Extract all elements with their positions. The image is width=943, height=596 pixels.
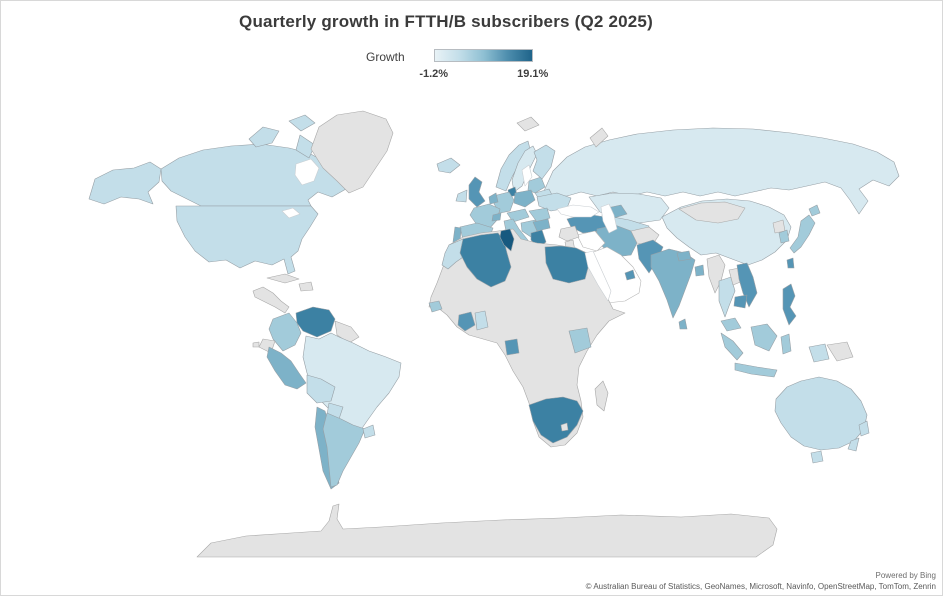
region-taiwan bbox=[786, 257, 795, 269]
region-ghana bbox=[474, 310, 489, 331]
region-ivory-coast bbox=[457, 311, 476, 332]
region-baltic-sea bbox=[521, 164, 533, 187]
legend-min-value: -1.2% bbox=[419, 68, 449, 80]
region-west-papua bbox=[808, 343, 830, 363]
region-ireland bbox=[455, 189, 468, 203]
region-argentina bbox=[322, 412, 366, 488]
region-hispaniola bbox=[298, 281, 314, 292]
region-sulawesi bbox=[780, 333, 792, 355]
region-romania bbox=[528, 207, 551, 223]
region-syria bbox=[558, 225, 580, 242]
region-madagascar bbox=[594, 380, 609, 412]
region-south-korea bbox=[778, 229, 790, 244]
region-hokkaido bbox=[808, 204, 821, 217]
region-novaya-zemlya bbox=[589, 127, 609, 148]
region-czech-austria bbox=[506, 208, 530, 223]
region-sri-lanka bbox=[678, 318, 688, 330]
region-colombia bbox=[268, 312, 302, 352]
region-benelux bbox=[488, 192, 499, 205]
region-malaysia bbox=[720, 317, 742, 332]
region-egypt bbox=[544, 245, 590, 284]
region-philippines bbox=[782, 283, 797, 326]
region-peru bbox=[266, 346, 307, 390]
region-arctic-island-4 bbox=[295, 134, 316, 159]
region-nz-north bbox=[858, 420, 870, 437]
region-algeria bbox=[459, 232, 512, 288]
region-papua-new-guinea bbox=[826, 341, 854, 362]
region-bolivia bbox=[306, 374, 336, 404]
region-baltics bbox=[527, 176, 546, 194]
region-usa bbox=[175, 205, 319, 275]
region-greenland bbox=[310, 110, 394, 194]
region-africa-nodata bbox=[428, 228, 626, 448]
region-java bbox=[734, 362, 778, 378]
region-galapagos bbox=[252, 341, 260, 348]
region-uruguay bbox=[362, 424, 376, 439]
legend: Growth -1.2% 19.1% bbox=[366, 49, 548, 80]
map-attribution: Powered by Bing © Australian Bureau of S… bbox=[586, 570, 936, 592]
region-bulgaria bbox=[532, 218, 551, 232]
region-gabon bbox=[504, 338, 520, 356]
region-arctic-island-1 bbox=[248, 126, 280, 148]
legend-label: Growth bbox=[366, 50, 405, 64]
region-south-africa bbox=[528, 396, 584, 444]
region-red-sea bbox=[584, 250, 612, 302]
region-guyanas bbox=[334, 320, 360, 344]
region-mongolia bbox=[678, 201, 746, 224]
legend-scale: -1.2% 19.1% bbox=[419, 49, 548, 80]
region-nepal bbox=[676, 250, 692, 262]
region-japan bbox=[789, 214, 816, 254]
region-germany bbox=[493, 191, 515, 214]
region-france bbox=[469, 203, 501, 230]
region-switzerland bbox=[491, 212, 502, 222]
chart-title: Quarterly growth in FTTH/B subscribers (… bbox=[239, 12, 653, 31]
legend-max-value: 19.1% bbox=[517, 68, 549, 80]
region-norway bbox=[495, 140, 531, 192]
region-australia bbox=[774, 376, 868, 451]
region-uae bbox=[624, 269, 636, 281]
region-uk bbox=[468, 176, 486, 208]
region-cambodia bbox=[733, 294, 748, 309]
region-nz-south bbox=[847, 437, 860, 452]
region-tunisia bbox=[499, 228, 515, 252]
region-lesotho bbox=[560, 422, 569, 432]
region-svalbard bbox=[516, 116, 540, 132]
region-kenya bbox=[568, 327, 592, 354]
region-iraq bbox=[576, 230, 606, 252]
region-central-america bbox=[252, 286, 290, 314]
region-hudson-bay bbox=[294, 158, 320, 186]
region-caspian-sea bbox=[600, 203, 618, 234]
region-great-lakes bbox=[281, 207, 301, 219]
region-tasmania bbox=[810, 450, 824, 464]
region-sumatra bbox=[720, 332, 744, 361]
region-finland bbox=[532, 144, 556, 180]
region-cuba bbox=[266, 273, 300, 284]
region-venezuela bbox=[295, 306, 336, 338]
region-vietnam bbox=[736, 262, 758, 308]
region-alaska bbox=[88, 161, 162, 205]
region-borneo bbox=[750, 323, 778, 352]
region-senegal bbox=[428, 300, 443, 313]
copyright-line: © Australian Bureau of Statistics, GeoNa… bbox=[585, 582, 936, 591]
region-iceland bbox=[436, 157, 461, 174]
powered-by-bing: Powered by Bing bbox=[875, 571, 936, 580]
region-black-sea bbox=[556, 204, 600, 218]
region-poland bbox=[513, 189, 536, 208]
legend-gradient-bar bbox=[433, 49, 533, 62]
region-arctic-island-2 bbox=[288, 114, 316, 132]
region-antarctica bbox=[196, 503, 778, 558]
region-bangladesh bbox=[694, 264, 705, 277]
